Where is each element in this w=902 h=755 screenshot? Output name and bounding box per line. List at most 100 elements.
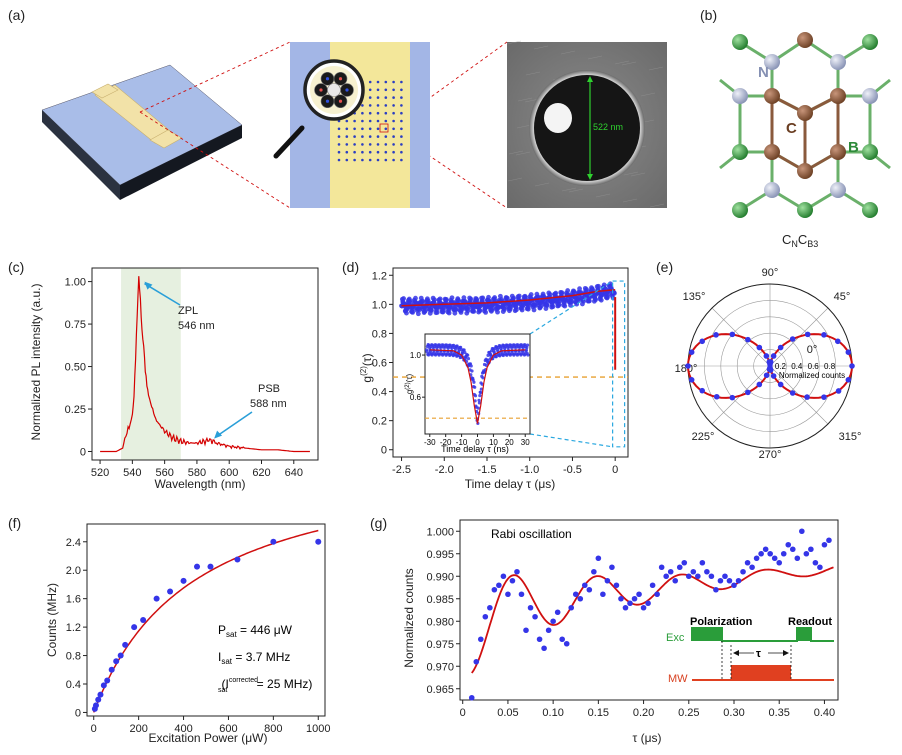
hole [400,111,403,115]
hole [361,150,364,154]
pulse-mw-label: MW [668,673,688,685]
hole [384,150,388,154]
sem-texture [622,198,638,203]
d-point [532,303,538,309]
d-ytick-label: 1.0 [372,299,387,311]
g-point [672,577,679,584]
d-inset-xtick-label: -10 [456,438,468,447]
g-point [527,604,534,611]
c-xtick-label: 520 [91,467,109,479]
f-ylabel: Counts (MHz) [45,583,59,657]
d-point [565,288,571,293]
panel-d: (d) -2.5 -2.0 -1.5 -1.0 -0.5 0 0 0.2 0.4 0.6 0.8 1.… [342,259,629,491]
g-point [699,559,706,566]
d-point [569,299,575,304]
f-point [270,538,277,545]
sem-texture [517,97,533,102]
c-annotation-zpl-2: 546 nm [178,320,215,332]
hole [368,135,372,138]
g-point [649,582,656,589]
f-xtick-label: 400 [174,723,192,735]
c-ytick-label: 0 [80,447,86,459]
sem-texture [506,40,522,45]
c-frame [91,267,319,461]
e-point [729,331,736,338]
hole [368,158,372,162]
f-point [95,696,102,703]
lattice-structure [719,32,891,218]
f-frame [86,523,326,717]
c-arrow-psb [215,411,253,438]
hole [345,143,349,146]
e-point [766,359,773,365]
d-point [495,309,500,315]
e-angle-label: 270° [759,449,782,461]
d-point [465,308,471,314]
g-point [722,573,728,580]
device-zoom [273,42,430,208]
f-ytick-label: 2.0 [66,565,81,577]
hole [376,104,380,107]
hole [376,96,380,99]
d-inset-point [477,401,482,405]
e-point [835,388,842,394]
pulse-mw-block [731,665,791,680]
e-point [688,349,695,355]
hole [353,158,356,162]
f-psat-text: Psat = 446 μW [218,623,293,639]
panel-f-label: (f) [8,515,21,531]
hole [400,96,403,99]
hole [384,143,388,146]
panel-a: (a) [8,7,667,209]
f-xtick-label: 0 [91,723,97,735]
hole [337,127,341,131]
e-angle-label: 90° [762,267,779,279]
sem-texture [516,124,532,129]
pulse-exc-label: Exc [666,632,685,644]
d-inset-xtick-label: 10 [489,438,498,447]
atom-B [862,34,878,50]
d-xtick-label: -1.0 [520,464,539,476]
d-inset-point [425,349,429,354]
g-point [771,555,778,562]
hole [353,150,356,154]
d-xtick-label: -0.5 [563,464,582,476]
hole [353,135,356,138]
panel-b: (b) N C B CNCB3 [700,7,891,249]
mag-atom [325,77,330,81]
e-point [770,353,777,359]
e-point [767,367,774,373]
f-point [207,563,214,570]
g-ytick-label: 1.000 [426,526,454,538]
sem-texture [640,92,656,97]
hole [345,150,349,154]
d-xtick-label: -2.5 [392,464,411,476]
d-zoom-box [612,280,626,448]
e-point [699,387,705,394]
g-point [717,577,724,584]
d-zoom-line [529,280,613,335]
e-point [845,377,852,383]
g-point [685,573,692,580]
d-point [528,292,534,297]
d-inset-fit [429,349,526,424]
d-inset-point [466,353,470,357]
d-inset-point [473,394,478,398]
e-point [745,336,751,343]
atom-N [830,54,846,70]
panel-e-label: (e) [656,259,673,275]
hole [392,135,395,138]
sem-texture [507,177,523,182]
hole [400,150,403,154]
d-point [584,287,589,292]
g-xtick-label: 0.35 [769,707,790,719]
chip-illustration [41,64,243,200]
f-point [122,641,129,648]
hole [368,80,372,84]
g-point [762,546,769,553]
hole [345,127,349,131]
atom-N [862,88,878,104]
g-xtick-label: 0.20 [633,707,654,719]
g-point [536,636,543,643]
sem-texture [614,60,630,65]
